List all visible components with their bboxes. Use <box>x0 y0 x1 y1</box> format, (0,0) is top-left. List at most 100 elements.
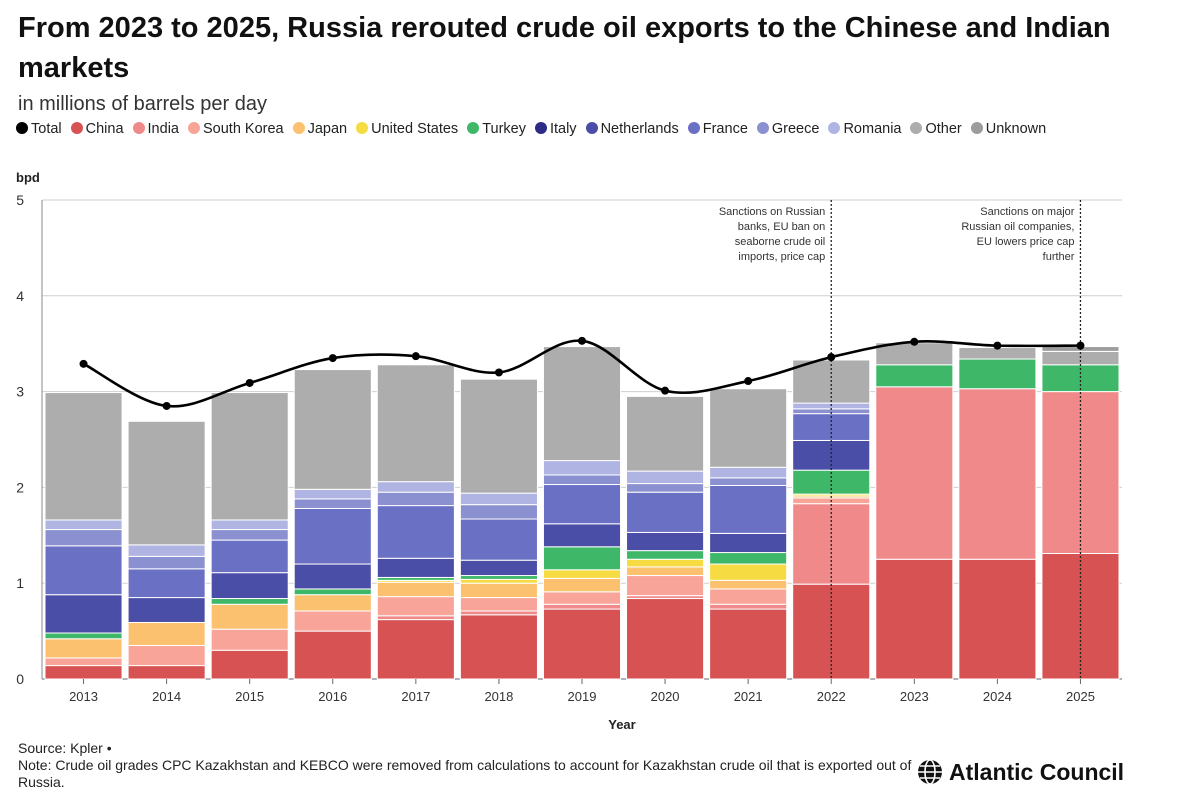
legend-label: Greece <box>771 121 820 137</box>
bar-segment-china-2019 <box>542 608 622 680</box>
total-point-2025 <box>1076 341 1085 350</box>
bar-segment-south-korea-2014 <box>127 644 206 667</box>
legend-item-france: France <box>687 119 748 139</box>
legend-label: Turkey <box>482 121 526 137</box>
bar-segment-netherlands-2021 <box>709 532 788 554</box>
legend-swatch <box>828 122 841 134</box>
bar-segment-other-2021 <box>709 388 788 468</box>
bar-segment-greece-2020 <box>626 483 705 493</box>
bar-segment-france-2019 <box>542 484 622 525</box>
globe-icon <box>918 759 942 785</box>
bar-segment-turkey-2018 <box>459 575 538 580</box>
bar-segment-greece-2015 <box>210 529 289 541</box>
bar-segment-south-korea-2017 <box>376 596 455 617</box>
bar-segment-france-2016 <box>293 507 372 565</box>
bar-segment-other-2015 <box>210 392 289 521</box>
total-point-2019 <box>578 336 586 345</box>
total-point-2014 <box>162 401 171 410</box>
x-tick-label: 2021 <box>734 689 763 704</box>
legend-item-china: China <box>70 119 124 139</box>
bar-segment-united-states-2018 <box>459 578 538 584</box>
legend-swatch <box>534 122 547 134</box>
logo-text: Atlantic Council <box>949 758 1125 785</box>
total-point-2015 <box>245 378 254 387</box>
x-tick-label: 2017 <box>401 689 430 704</box>
legend-label: France <box>702 121 748 137</box>
bar-segment-france-2021 <box>709 484 788 534</box>
bar-segment-china-2018 <box>459 614 538 680</box>
bar-segment-turkey-2023 <box>875 364 954 388</box>
bar-segment-india-2018 <box>459 610 538 616</box>
annotation-line-text: Russian oil companies, <box>961 221 1074 233</box>
annotation-line-text: seaborne crude oil <box>735 236 826 248</box>
x-tick-label: 2019 <box>568 689 597 704</box>
annotation-line-text: imports, price cap <box>738 251 825 263</box>
legend-label: Italy <box>549 121 577 137</box>
x-tick-label: 2023 <box>900 689 929 704</box>
annotation-line-text: EU lowers price cap <box>977 236 1075 248</box>
bar-segment-south-korea-2015 <box>210 628 289 651</box>
source-text: Source: Kpler • <box>18 740 112 756</box>
bar-segment-romania-2018 <box>459 492 538 506</box>
total-point-2016 <box>328 354 337 363</box>
bar-segment-china-2016 <box>293 630 372 680</box>
legend-swatch <box>132 122 145 134</box>
legend-swatch <box>756 122 769 134</box>
bar-segment-france-2018 <box>459 518 538 561</box>
bar-segment-turkey-2021 <box>709 552 788 565</box>
legend-label: Romania <box>843 121 902 137</box>
bar-segment-netherlands-2020 <box>626 531 705 552</box>
bar-segment-romania-2017 <box>376 481 455 493</box>
bar-segment-other-2019 <box>542 346 622 462</box>
bar-segment-romania-2021 <box>709 466 788 479</box>
legend-item-italy: Italy <box>534 119 577 139</box>
stacked-bar-chart: bpd 0 1 2 3 4 5 2013 2014 2015 2016 2017 2018 2019 202… <box>16 170 1122 732</box>
bar-segment-japan-2018 <box>459 582 538 599</box>
bar-segment-united-states-2019 <box>542 569 622 579</box>
legend-item-turkey: Turkey <box>467 119 526 139</box>
legend-item-united-states: United States <box>356 119 458 139</box>
bar-segment-france-2020 <box>626 491 705 533</box>
bar-segment-netherlands-2016 <box>293 563 372 590</box>
annotation-line-text: further <box>1043 251 1075 263</box>
legend-swatch <box>970 122 983 134</box>
bar-segment-india-2021 <box>709 603 788 610</box>
bar-segment-netherlands-2013 <box>44 594 123 634</box>
legend-swatch <box>16 122 28 134</box>
legend-label: India <box>147 121 179 137</box>
legend-label: Netherlands <box>600 121 679 137</box>
bar-segment-netherlands-2017 <box>376 557 455 578</box>
legend-item-total: Total <box>16 119 62 139</box>
legend-label: Other <box>925 121 962 137</box>
bar-segment-south-korea-2013 <box>44 657 123 667</box>
bar-segment-japan-2020 <box>626 566 705 577</box>
bar-segment-netherlands-2018 <box>459 559 538 577</box>
bar-segment-other-2013 <box>44 392 123 521</box>
bar-segment-france-2013 <box>44 545 123 596</box>
legend-item-romania: Romania <box>828 119 901 139</box>
bar-segment-france-2014 <box>127 568 206 599</box>
legend-item-south-korea: South Korea <box>187 119 284 139</box>
total-point-2013 <box>79 359 88 368</box>
bar-segment-south-korea-2019 <box>542 591 622 605</box>
bar-segment-france-2017 <box>376 505 455 559</box>
total-point-2021 <box>744 377 753 386</box>
y-tick-label: 0 <box>16 671 24 687</box>
bar-segment-united-states-2020 <box>626 558 705 568</box>
legend-swatch <box>356 122 369 134</box>
x-tick-label: 2022 <box>817 689 846 704</box>
legend-label: Unknown <box>985 121 1047 137</box>
bar-segment-south-korea-2018 <box>459 597 538 612</box>
x-tick-label: 2013 <box>69 689 98 704</box>
bar-segment-romania-2015 <box>210 519 289 531</box>
bar-segment-turkey-2016 <box>293 588 372 596</box>
bar-segment-china-2014 <box>127 665 206 680</box>
chart-title: From 2023 to 2025, Russia rerouted crude… <box>18 12 1111 84</box>
bar-segment-china-2015 <box>210 649 289 680</box>
legend-swatch <box>467 122 480 134</box>
y-tick-label: 1 <box>16 575 24 591</box>
bar-segment-greece-2017 <box>376 491 455 507</box>
bar-segment-india-2017 <box>376 615 455 621</box>
bar-segment-turkey-2020 <box>626 550 705 560</box>
bar-segment-greece-2018 <box>459 504 538 520</box>
